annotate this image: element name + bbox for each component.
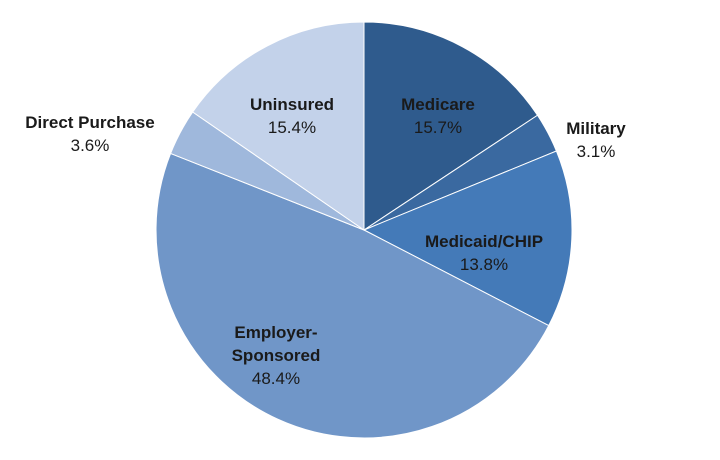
slice-label-uninsured: Uninsured 15.4% [250, 95, 334, 137]
pie-slice-uninsured [192, 21, 365, 231]
slice-name: Military [566, 119, 626, 138]
slice-value: 3.6% [71, 136, 110, 155]
slice-name: Direct Purchase [25, 113, 154, 132]
slice-value: 15.7% [414, 118, 462, 137]
pie-slices [155, 21, 573, 439]
slice-value: 3.1% [577, 142, 616, 161]
slice-name: Medicaid/CHIP [425, 232, 543, 251]
slice-value: 13.8% [460, 255, 508, 274]
slice-name: Medicare [401, 95, 475, 114]
slice-name: Uninsured [250, 95, 334, 114]
slice-label-employer-sponsored: Employer- Sponsored 48.4% [232, 323, 321, 388]
slice-value: 15.4% [268, 118, 316, 137]
pie-slice-medicare [363, 21, 539, 231]
slice-label-military: Military 3.1% [566, 119, 626, 161]
pie-slice-employer-sponsored [155, 152, 550, 439]
slice-name: Sponsored [232, 346, 321, 365]
pie-slice-medicaid-chip [362, 150, 573, 327]
slice-name: Employer- [234, 323, 317, 342]
slice-label-direct-purchase: Direct Purchase 3.6% [25, 113, 154, 155]
pie-labels: Medicare 15.7% Military 3.1% Medicaid/CHIP 13… [25, 95, 626, 388]
slice-value: 48.4% [252, 369, 300, 388]
slice-label-medicare: Medicare 15.7% [401, 95, 475, 137]
slice-label-medicaid-chip: Medicaid/CHIP 13.8% [425, 232, 543, 274]
